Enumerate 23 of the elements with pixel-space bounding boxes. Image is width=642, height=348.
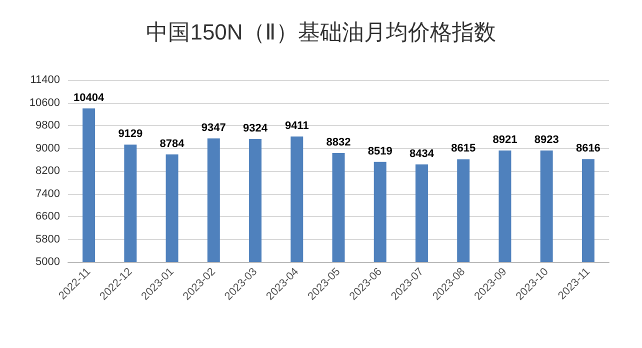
data-label: 8784 [160,138,186,150]
data-label: 9129 [118,128,143,140]
y-tick-label: 5800 [36,233,60,246]
data-label: 9347 [201,122,226,134]
data-label: 9324 [243,122,268,135]
data-label: 8519 [368,145,392,158]
y-tick-label: 11400 [30,74,60,86]
data-label: 8616 [576,142,600,155]
data-label: 8615 [451,142,476,155]
chart-title: 中国150N（Ⅱ）基础油月均价格指数 [146,20,496,44]
data-label: 8921 [492,134,518,146]
y-tick-label: 10600 [29,96,60,109]
y-tick-label: 8200 [36,165,60,177]
y-tick-label: 7400 [36,188,60,200]
y-tick-label: 9000 [36,142,60,154]
data-label: 10404 [74,92,105,104]
data-label: 8434 [409,148,435,160]
y-tick-label: 9800 [36,120,60,132]
data-label: 8923 [534,134,559,146]
data-label: 9411 [284,120,309,132]
y-tick-label: 6600 [36,210,60,222]
y-tick-label: 5000 [36,256,60,268]
data-label: 8832 [326,136,351,149]
